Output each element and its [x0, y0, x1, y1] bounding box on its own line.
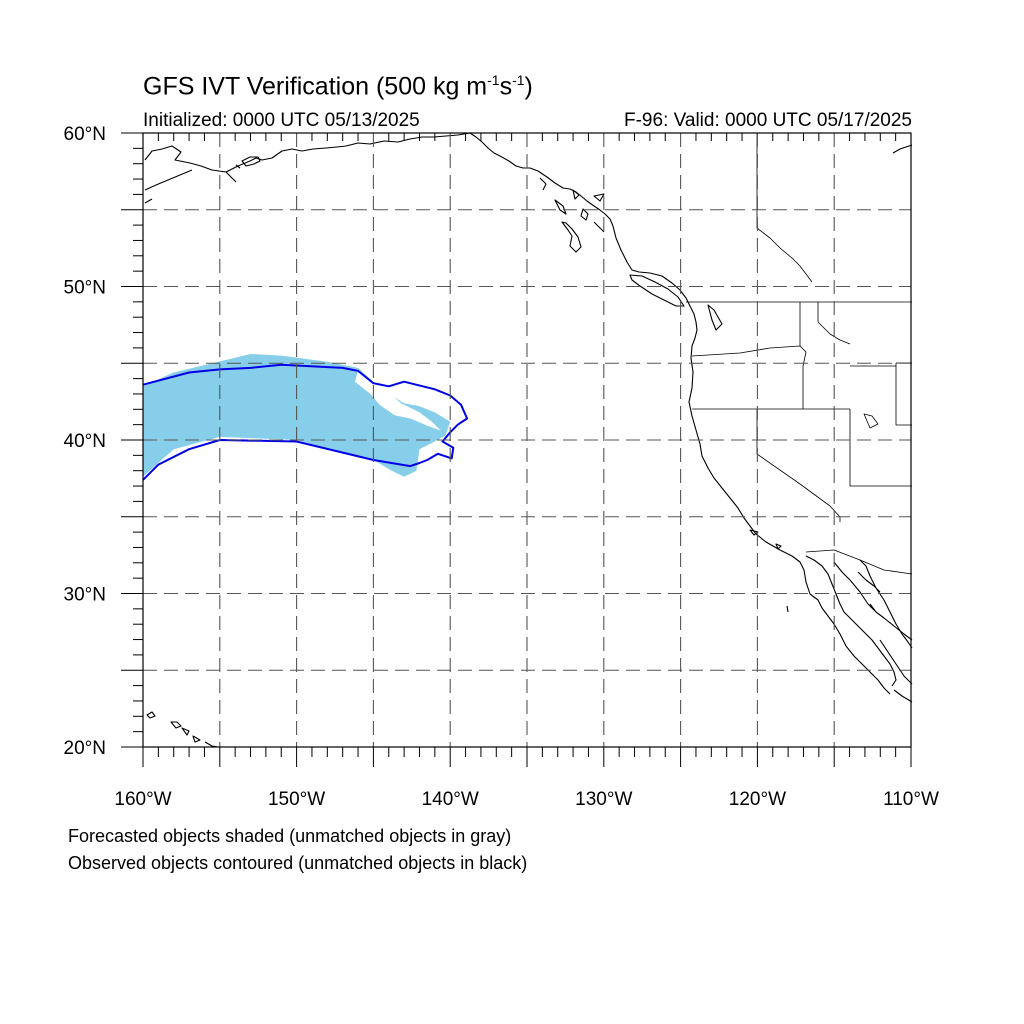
observed-legend-note: Observed objects contoured (unmatched ob… [68, 853, 528, 873]
lon-label: 110°W [883, 789, 939, 810]
lon-label: 120°W [729, 789, 786, 810]
map-frame [142, 132, 912, 748]
axis-ticks [121, 132, 912, 767]
lat-label: 60°N [64, 124, 106, 145]
lon-label: 130°W [575, 789, 632, 810]
chart-title: GFS IVT Verification (500 kg m-1s-1) [143, 72, 533, 101]
observed-ivt-contour [142, 363, 469, 481]
coastlines-and-borders [144, 132, 913, 748]
observed-objects [142, 363, 469, 481]
forecast-object-gap [355, 370, 441, 431]
lat-label: 30°N [64, 585, 106, 606]
lon-label: 140°W [422, 789, 479, 810]
lat-lon-grid [143, 133, 911, 747]
lat-label: 20°N [64, 738, 106, 759]
initialized-time: Initialized: 0000 UTC 05/13/2025 [143, 110, 420, 131]
axis-labels: 60°N 50°N 40°N 30°N 20°N 160°W 150°W 140°W 130°W… [64, 124, 939, 810]
lat-label: 40°N [64, 431, 106, 452]
lat-label: 50°N [64, 278, 106, 299]
lon-label: 150°W [268, 789, 325, 810]
forecast-legend-note: Forecasted objects shaded (unmatched obj… [68, 826, 512, 846]
lon-label: 160°W [114, 789, 171, 810]
valid-time: F-96: Valid: 0000 UTC 05/17/2025 [624, 110, 912, 131]
